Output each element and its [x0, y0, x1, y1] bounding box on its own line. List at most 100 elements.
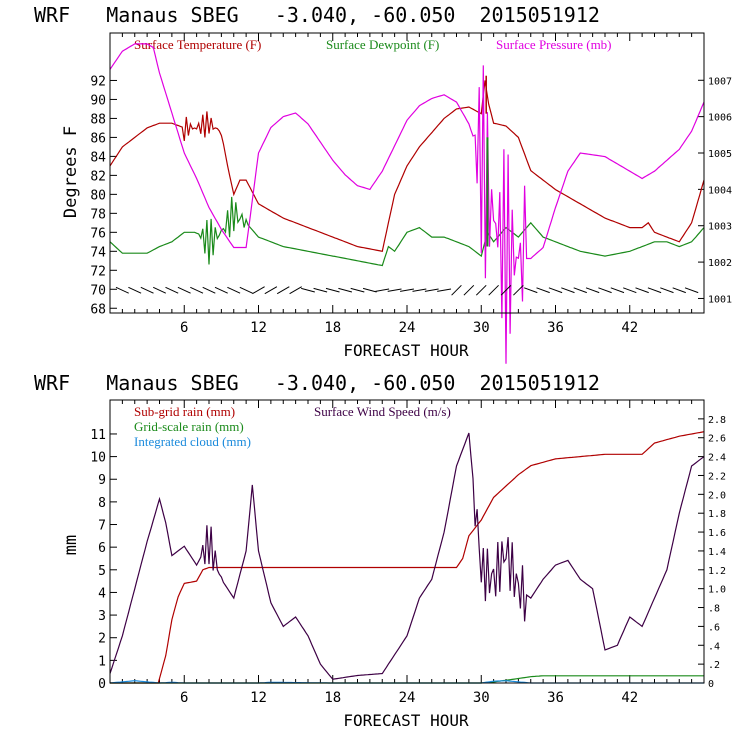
panel-precipitation: WRF Manaus SBEG -3.040, -60.050 20150519…: [34, 371, 726, 730]
x-tick-label: 18: [324, 690, 341, 706]
wind-barb: [400, 288, 414, 292]
y-tick-label: 86: [90, 131, 106, 146]
y2-tick-label: 1003: [708, 222, 732, 233]
y2-tick-label: 2.6: [708, 434, 726, 445]
y-tick-label: 92: [90, 74, 106, 89]
y-tick-label: 70: [90, 283, 106, 298]
x-tick-label: 6: [180, 690, 188, 706]
wind-barb: [500, 284, 512, 296]
y2-tick-label: 1.4: [708, 547, 726, 558]
y-tick-label: 84: [90, 150, 106, 165]
y-tick-label: 74: [90, 245, 106, 260]
wind-barb: [362, 287, 377, 293]
wind-barb: [165, 286, 179, 294]
x-axis-label-top: FORECAST HOUR: [343, 341, 469, 360]
wind-barb: [338, 287, 353, 293]
wind-barb: [437, 288, 452, 292]
legend-integrated-cloud: Integrated cloud (mm): [134, 434, 251, 449]
legend-surface-temperature: Surface Temperature (F): [134, 37, 261, 52]
y2-tick-label: .6: [708, 622, 720, 633]
y-tick-label: 11: [90, 428, 106, 443]
wind-barb: [276, 286, 290, 295]
x-tick-label: 24: [399, 690, 416, 706]
legend-surface-wind-speed: Surface Wind Speed (m/s): [314, 404, 451, 419]
y-tick-label: 76: [90, 226, 106, 241]
plot-frame-bottom: [109, 399, 705, 684]
x-tick-label: 30: [473, 690, 490, 706]
legend-grid-scale-rain: Grid-scale rain (mm): [134, 419, 244, 434]
x-tick-label: 42: [621, 690, 638, 706]
wind-barbs-row: [115, 284, 699, 296]
wind-barb: [264, 286, 278, 295]
y2-tick-label: 1004: [708, 185, 732, 196]
y2-tick-label: 1.8: [708, 509, 726, 520]
y-axis-label-bottom: mm: [61, 535, 81, 555]
wind-barb: [451, 284, 462, 296]
wind-barb: [252, 286, 265, 295]
y2-tick-label: 2.0: [708, 490, 726, 501]
wind-barb: [672, 287, 686, 294]
panel-temperature: WRF Manaus SBEG -3.040, -60.050 20150519…: [34, 3, 732, 364]
y-tick-label: 2: [98, 632, 106, 647]
wind-barb: [623, 287, 637, 294]
x-tick-label: 42: [621, 320, 638, 336]
plot-frame-top: [109, 32, 705, 314]
y2-tick-label: .2: [708, 660, 720, 671]
wind-barb: [214, 286, 228, 294]
ticks-top: 6 12 18 24 30 36 42 68 70 72 74 76 78 80 82 84 86 88 90 92 1…: [90, 33, 732, 336]
x-tick-label: 24: [399, 320, 416, 336]
wind-barb: [524, 287, 538, 294]
wind-barb: [227, 286, 241, 294]
series-line-pressure: [109, 43, 705, 364]
y-tick-label: 0: [98, 677, 106, 692]
series-line-temperature: [109, 80, 705, 252]
wind-barb: [488, 284, 499, 296]
y2-tick-label: 1.2: [708, 566, 726, 577]
y-tick-label: 90: [90, 93, 106, 108]
wind-barb: [536, 287, 550, 294]
wind-barb: [660, 287, 674, 294]
y2-tick-label: 1.0: [708, 585, 726, 596]
y-tick-label: 82: [90, 169, 106, 184]
wind-barb: [475, 284, 487, 296]
y2-tick-label: 1002: [708, 258, 732, 269]
x-tick-label: 18: [324, 320, 341, 336]
y2-tick-label: 0: [708, 679, 714, 690]
x-tick-label: 6: [180, 320, 188, 336]
wind-barb: [387, 288, 402, 292]
y-tick-label: 8: [98, 496, 106, 511]
wind-barb: [289, 286, 302, 295]
wind-barb: [561, 287, 575, 294]
x-tick-label: 12: [250, 690, 267, 706]
wind-barb: [463, 284, 475, 296]
wind-barb: [350, 287, 365, 293]
y2-tick-label: 1001: [708, 294, 732, 305]
y-tick-label: 9: [98, 473, 106, 488]
y-tick-label: 1: [98, 654, 106, 669]
legend-subgrid-rain: Sub-grid rain (mm): [134, 404, 235, 419]
legend-surface-pressure: Surface Pressure (mb): [496, 37, 612, 52]
x-axis-label-bottom: FORECAST HOUR: [343, 711, 469, 730]
wind-barb: [325, 287, 340, 293]
wind-barb: [115, 286, 129, 294]
y-tick-label: 68: [90, 302, 106, 317]
wind-barb: [177, 286, 191, 294]
wind-barb: [412, 288, 427, 292]
wind-barb: [548, 287, 563, 294]
series-bottom: [109, 431, 705, 684]
y2-tick-label: 1.6: [708, 528, 726, 539]
y-tick-label: 4: [98, 586, 106, 601]
y-tick-label: 6: [98, 541, 106, 556]
x-tick-label: 36: [547, 690, 564, 706]
wind-barb: [598, 287, 612, 294]
y-tick-label: 7: [98, 519, 106, 534]
wind-barb: [647, 287, 662, 294]
y2-tick-label: 2.2: [708, 471, 726, 482]
y-tick-label: 3: [98, 609, 106, 624]
wind-barb: [128, 286, 142, 294]
y-tick-label: 10: [90, 451, 106, 466]
wind-barb: [635, 287, 649, 294]
x-tick-label: 12: [250, 320, 267, 336]
y-tick-label: 88: [90, 112, 106, 127]
